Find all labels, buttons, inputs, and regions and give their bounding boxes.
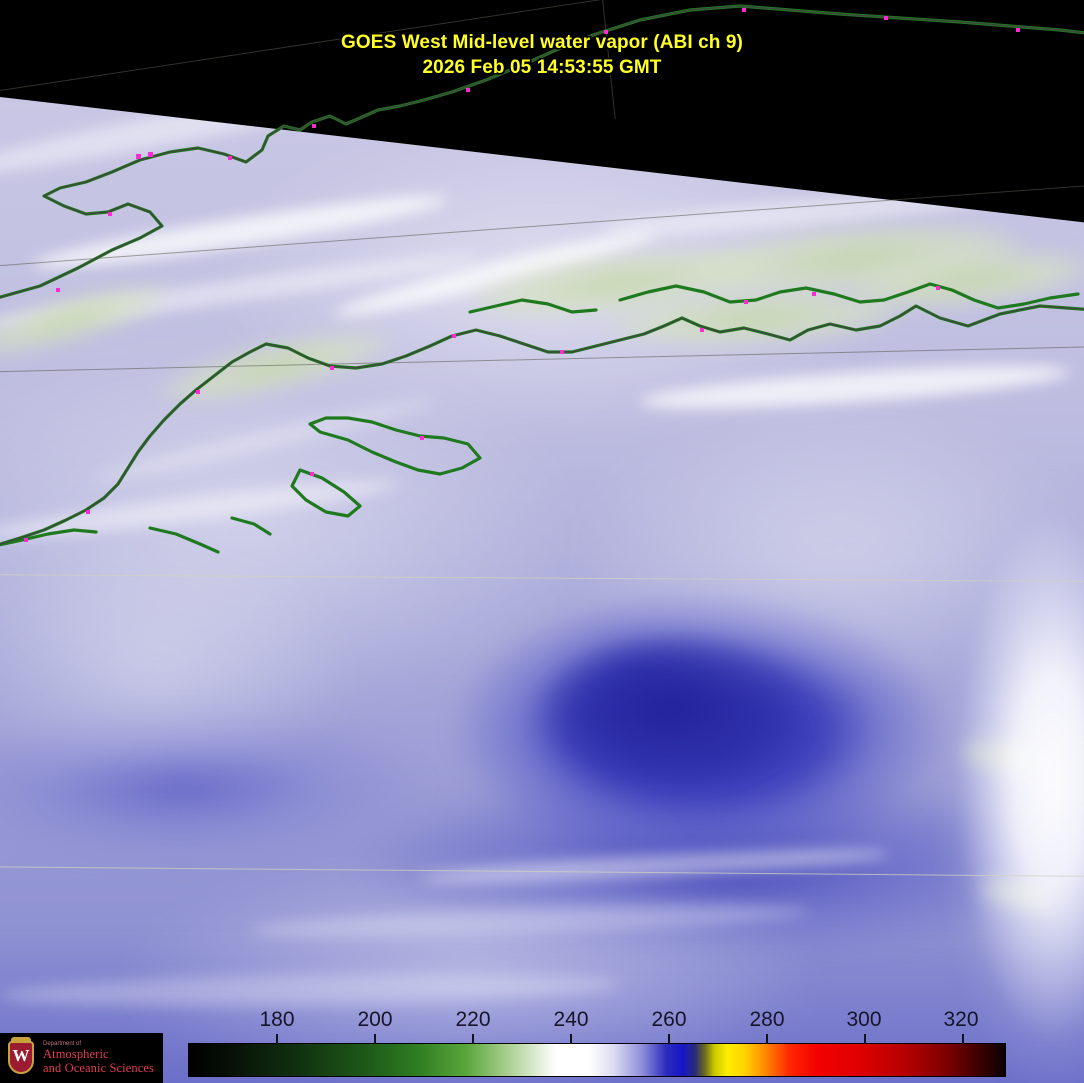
colorbar-label-300: 300	[846, 1008, 882, 1031]
uw-crest-icon: W	[4, 1037, 38, 1079]
title-line-product: GOES West Mid-level water vapor (ABI ch …	[341, 32, 743, 53]
city-marker-group	[24, 8, 1020, 542]
logo-text-block: Department of Atmospheric and Oceanic Sc…	[43, 1041, 154, 1076]
logo-name-line-1: Atmospheric	[43, 1047, 109, 1062]
colorbar-label-200: 200	[357, 1008, 393, 1031]
image-title: GOES West Mid-level water vapor (ABI ch …	[0, 30, 1084, 80]
colorbar-gradient[interactable]	[188, 1043, 1006, 1077]
moist-band-east	[904, 470, 1084, 1083]
colorbar-tick	[668, 1034, 670, 1044]
dry-slot-core	[520, 620, 820, 800]
colorbar-tick	[276, 1034, 278, 1044]
crest-letter: W	[12, 1046, 30, 1065]
colorbar-tick	[962, 1034, 964, 1044]
colorbar-label-240: 240	[553, 1008, 589, 1031]
colorbar-tick	[766, 1034, 768, 1044]
colorbar-tick	[864, 1034, 866, 1044]
logo-department-line: Department of	[43, 1040, 82, 1047]
logo-name-line-2: and Oceanic Sciences	[43, 1061, 154, 1076]
institution-logo[interactable]: W Department of Atmospheric and Oceanic …	[0, 1033, 163, 1083]
colorbar-label-180: 180	[259, 1008, 295, 1031]
colorbar[interactable]	[188, 1034, 1006, 1077]
colorbar-label-280: 280	[749, 1008, 785, 1031]
colorbar-label-260: 260	[651, 1008, 687, 1031]
colorbar-tick	[570, 1034, 572, 1044]
colorbar-label-220: 220	[455, 1008, 491, 1031]
crest-shield	[8, 1041, 34, 1074]
colorbar-tick	[472, 1034, 474, 1044]
title-line-timestamp: 2026 Feb 05 14:53:55 GMT	[422, 57, 662, 78]
crest-crown	[11, 1037, 31, 1044]
colorbar-tick	[374, 1034, 376, 1044]
colorbar-label-320: 320	[943, 1008, 979, 1031]
